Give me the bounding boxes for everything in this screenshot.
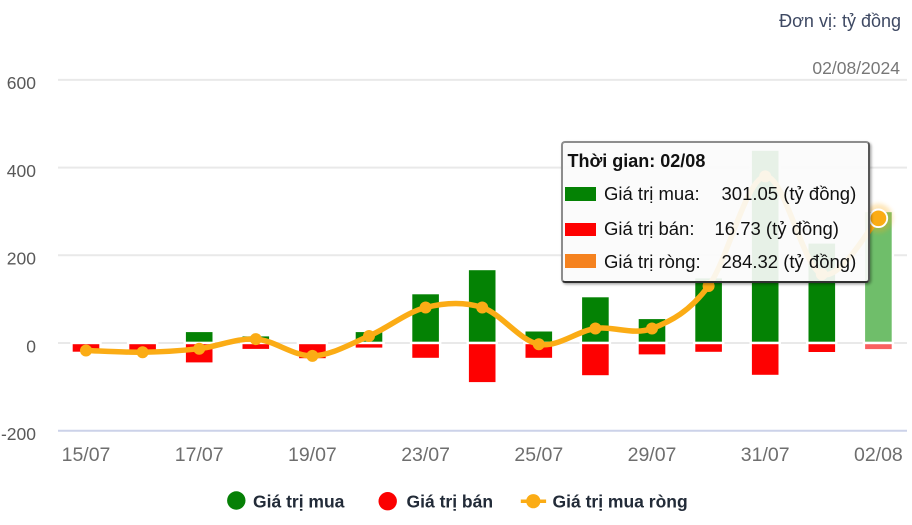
svg-text:-200: -200 (1, 424, 36, 444)
svg-text:Giá trị bán: Giá trị bán (407, 491, 494, 511)
svg-text:15/07: 15/07 (62, 444, 111, 466)
svg-text:0: 0 (26, 336, 36, 356)
svg-text:25/07: 25/07 (514, 444, 563, 466)
svg-text:Giá trị mua ròng: Giá trị mua ròng (553, 491, 688, 511)
svg-text:31/07: 31/07 (741, 444, 790, 466)
svg-text:23/07: 23/07 (401, 444, 450, 466)
svg-text:200: 200 (7, 249, 36, 269)
svg-text:02/08: 02/08 (854, 444, 903, 466)
svg-text:Giá trị mua: Giá trị mua (253, 491, 345, 511)
svg-text:29/07: 29/07 (628, 444, 677, 466)
svg-text:400: 400 (7, 161, 36, 181)
svg-text:600: 600 (7, 73, 36, 93)
svg-text:17/07: 17/07 (175, 444, 224, 466)
svg-text:19/07: 19/07 (288, 444, 337, 466)
